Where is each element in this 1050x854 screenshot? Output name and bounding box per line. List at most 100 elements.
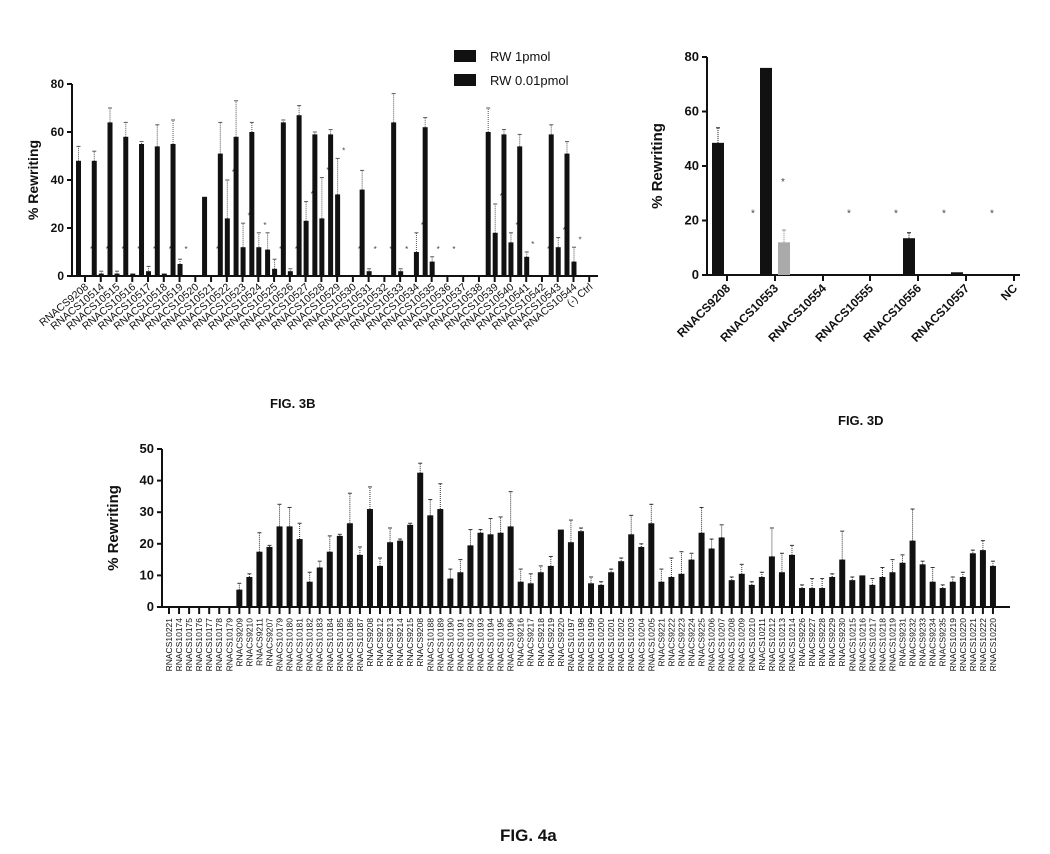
x-tick-label: RNACS10205 [646,618,656,672]
x-tick-label: RNACS9234 [928,618,938,667]
bar [154,146,160,276]
y-axis-label: % Rewriting [649,123,666,209]
y-tick-label: 80 [51,77,65,91]
bar [809,588,816,607]
bar [728,580,735,607]
x-tick-label: RNACS9209 [234,618,244,667]
y-tick-label: 60 [51,125,65,139]
bar [217,153,223,276]
fig3d-caption: FIG. 3D [838,413,884,428]
bar [407,524,414,607]
bar [567,542,574,607]
bar [146,271,152,276]
bar [467,545,474,607]
x-tick-label: RNACS10212 [767,618,777,672]
bar [688,559,695,607]
bar [959,576,966,607]
bar [678,573,685,607]
x-tick-label: RNACS10221 [968,618,978,672]
legend-label: RW 0.01pmol [490,72,569,88]
bar [738,573,745,607]
x-tick-label: RNACS10216 [857,618,867,672]
significance-marker: * [751,208,755,219]
bar [346,523,353,607]
significance-marker: * [578,235,581,244]
bar [457,572,464,607]
bar [712,142,724,275]
y-tick-label: 60 [685,104,699,119]
x-tick-label: RNACS10186 [345,618,355,672]
x-tick-label: RNACS9210 [244,618,254,667]
significance-marker: * [169,245,172,254]
bar [537,572,544,607]
bar [377,565,384,607]
significance-marker: * [90,245,93,254]
bar [422,127,428,276]
x-tick-label: RNACS10183 [315,618,325,672]
bar [427,515,434,607]
bar [256,551,263,607]
x-tick-label: RNACS10193 [475,618,485,672]
bar [799,588,806,607]
x-tick-label: RNACS10211 [757,618,767,671]
x-tick-label: RNACS9207 [264,618,274,667]
x-tick-label: RNACS10218 [877,618,887,672]
y-tick-label: 10 [140,567,154,582]
bar [177,264,183,276]
significance-marker: * [342,147,345,156]
bar [598,584,605,607]
x-tick-label: RNACS10219 [887,618,897,672]
significance-marker: * [137,245,140,254]
x-tick-label: RNACS9225 [697,618,707,667]
bar [951,272,963,275]
x-tick-label: RNACS10221 [164,618,174,672]
bar [139,144,145,276]
bar [202,196,208,276]
bar [919,564,926,607]
y-tick-label: 20 [51,221,65,235]
x-tick-label: RNACS10202 [616,618,626,672]
bar [447,578,454,607]
x-tick-label: RNACS9219 [546,618,556,667]
significance-marker: * [358,245,361,254]
bar [336,535,343,607]
x-tick-label: RNACS10204 [636,618,646,672]
y-tick-label: 30 [140,504,154,519]
x-tick-label: RNACS10190 [445,618,455,672]
bar [698,532,705,607]
bar [312,134,318,276]
bar [658,581,665,607]
x-tick-label: RNACS10175 [184,618,194,672]
bar [889,572,896,607]
significance-marker: * [106,245,109,254]
x-tick-label: RNACS10177 [204,618,214,672]
significance-marker: * [326,166,329,175]
x-tick-label: RNACS10203 [626,618,636,672]
y-tick-label: 20 [685,213,699,228]
x-tick-label: RNACS9222 [666,618,676,667]
bar [492,232,498,276]
bar [778,242,790,275]
bar [107,122,113,277]
y-tick-label: 40 [51,173,65,187]
x-tick-label: RNACS9220 [556,618,566,667]
x-tick-label: RNACS10199 [586,618,596,672]
significance-marker: * [894,208,898,219]
x-tick-label: RNACS10174 [174,618,184,672]
bar [571,261,577,276]
significance-marker: * [389,245,392,254]
x-tick-label: RNACS9212 [375,618,385,667]
bar [577,531,584,607]
bar [829,576,836,607]
bar [839,559,846,607]
x-tick-label: RNACS9230 [837,618,847,667]
bar [708,548,715,607]
bar [130,273,136,276]
x-tick-label: RNACS9208 [415,618,425,667]
bar [718,537,725,607]
bar [618,561,625,607]
bar [517,146,523,276]
x-tick-label: RNACS10220 [988,618,998,672]
significance-marker: * [547,245,550,254]
